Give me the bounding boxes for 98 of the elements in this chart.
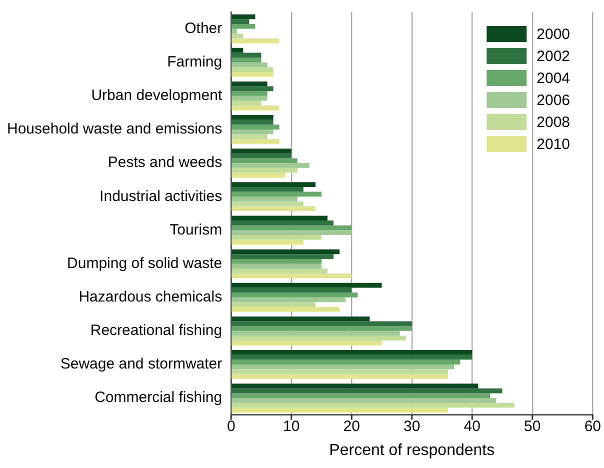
x-tick-label: 30 xyxy=(404,418,420,435)
y-tick-label: Sewage and stormwater xyxy=(60,356,222,373)
bar xyxy=(232,374,448,379)
y-tick-label: Commercial fishing xyxy=(94,389,222,406)
x-axis-title: Percent of respondents xyxy=(329,442,495,459)
bar xyxy=(232,282,382,288)
bar xyxy=(232,28,238,34)
bar xyxy=(232,168,298,173)
bar xyxy=(232,52,262,58)
bar xyxy=(232,336,406,341)
y-tick-label: Pests and weeds xyxy=(108,154,222,172)
bar xyxy=(232,306,340,312)
bar xyxy=(232,96,268,101)
x-tick-label: 20 xyxy=(343,418,360,435)
legend-label: 2006 xyxy=(536,92,570,110)
bar xyxy=(232,268,328,274)
bar xyxy=(232,81,268,86)
bar xyxy=(232,249,340,254)
bar xyxy=(232,384,478,388)
y-tick-label: Farming xyxy=(167,53,222,70)
bar xyxy=(232,264,322,269)
bar xyxy=(232,220,334,226)
bar xyxy=(232,258,322,264)
bar xyxy=(232,402,514,408)
x-tick-label: 50 xyxy=(524,418,541,435)
bar xyxy=(232,100,262,106)
x-tick-label: 10 xyxy=(283,418,300,435)
bar xyxy=(232,134,268,140)
bar xyxy=(232,91,268,96)
legend-label: 2010 xyxy=(536,136,570,154)
bar xyxy=(232,58,262,62)
bar xyxy=(232,398,496,403)
bar xyxy=(232,206,316,212)
bar xyxy=(232,297,346,302)
bar xyxy=(232,369,448,374)
bar xyxy=(232,124,280,130)
bar xyxy=(232,388,502,394)
bar xyxy=(232,14,256,20)
bar xyxy=(232,182,316,187)
legend-label: 2002 xyxy=(536,48,570,66)
bar xyxy=(232,321,412,326)
x-tick-label: 0 xyxy=(226,418,236,435)
bar xyxy=(232,201,304,206)
bar xyxy=(232,163,310,168)
bar xyxy=(232,302,316,307)
bar xyxy=(232,19,250,24)
bar xyxy=(232,106,280,110)
bar xyxy=(232,86,274,92)
bar xyxy=(232,340,382,346)
bar xyxy=(232,158,298,164)
bar xyxy=(232,153,292,158)
bar xyxy=(232,24,256,29)
legend-label: 2000 xyxy=(536,26,570,44)
bar xyxy=(232,393,490,398)
legend-label: 2004 xyxy=(536,70,570,88)
bar xyxy=(232,186,304,192)
bar xyxy=(232,408,448,412)
bar xyxy=(232,364,454,370)
bar xyxy=(232,115,274,120)
bar xyxy=(232,216,328,221)
bar xyxy=(232,34,244,38)
bar xyxy=(232,38,280,44)
x-tick-label: 40 xyxy=(464,418,480,435)
bar xyxy=(232,192,322,197)
bar xyxy=(232,354,472,360)
bar xyxy=(232,172,286,178)
bar xyxy=(232,230,352,235)
bar xyxy=(232,67,274,72)
bar xyxy=(232,288,352,293)
bar xyxy=(232,316,370,322)
y-tick-label: Other xyxy=(184,20,222,37)
bar xyxy=(232,72,274,77)
bar xyxy=(232,240,304,245)
y-tick-label: Tourism xyxy=(170,221,222,238)
bar xyxy=(232,330,400,336)
y-tick-label: Hazardous chemicals xyxy=(78,288,222,306)
bar xyxy=(232,273,352,278)
bar xyxy=(232,292,358,298)
bar xyxy=(232,360,460,364)
y-tick-label: Household waste and emissions xyxy=(6,120,222,138)
y-tick-label: Recreational fishing xyxy=(90,322,222,340)
bar xyxy=(232,48,244,53)
x-tick-label: 60 xyxy=(584,418,601,435)
bar xyxy=(232,120,274,125)
bar xyxy=(232,225,352,230)
legend-label: 2008 xyxy=(536,114,570,132)
bar xyxy=(232,129,274,134)
bar xyxy=(232,148,292,154)
bar xyxy=(232,234,322,240)
bar xyxy=(232,254,334,259)
bar xyxy=(232,326,412,331)
bar xyxy=(232,139,280,144)
y-tick-label: Dumping of solid waste xyxy=(67,254,222,272)
bar xyxy=(232,62,268,68)
y-tick-label: Industrial activities xyxy=(100,188,222,205)
bar xyxy=(232,196,298,202)
y-tick-label: Urban development xyxy=(91,87,223,104)
bar xyxy=(232,350,472,355)
